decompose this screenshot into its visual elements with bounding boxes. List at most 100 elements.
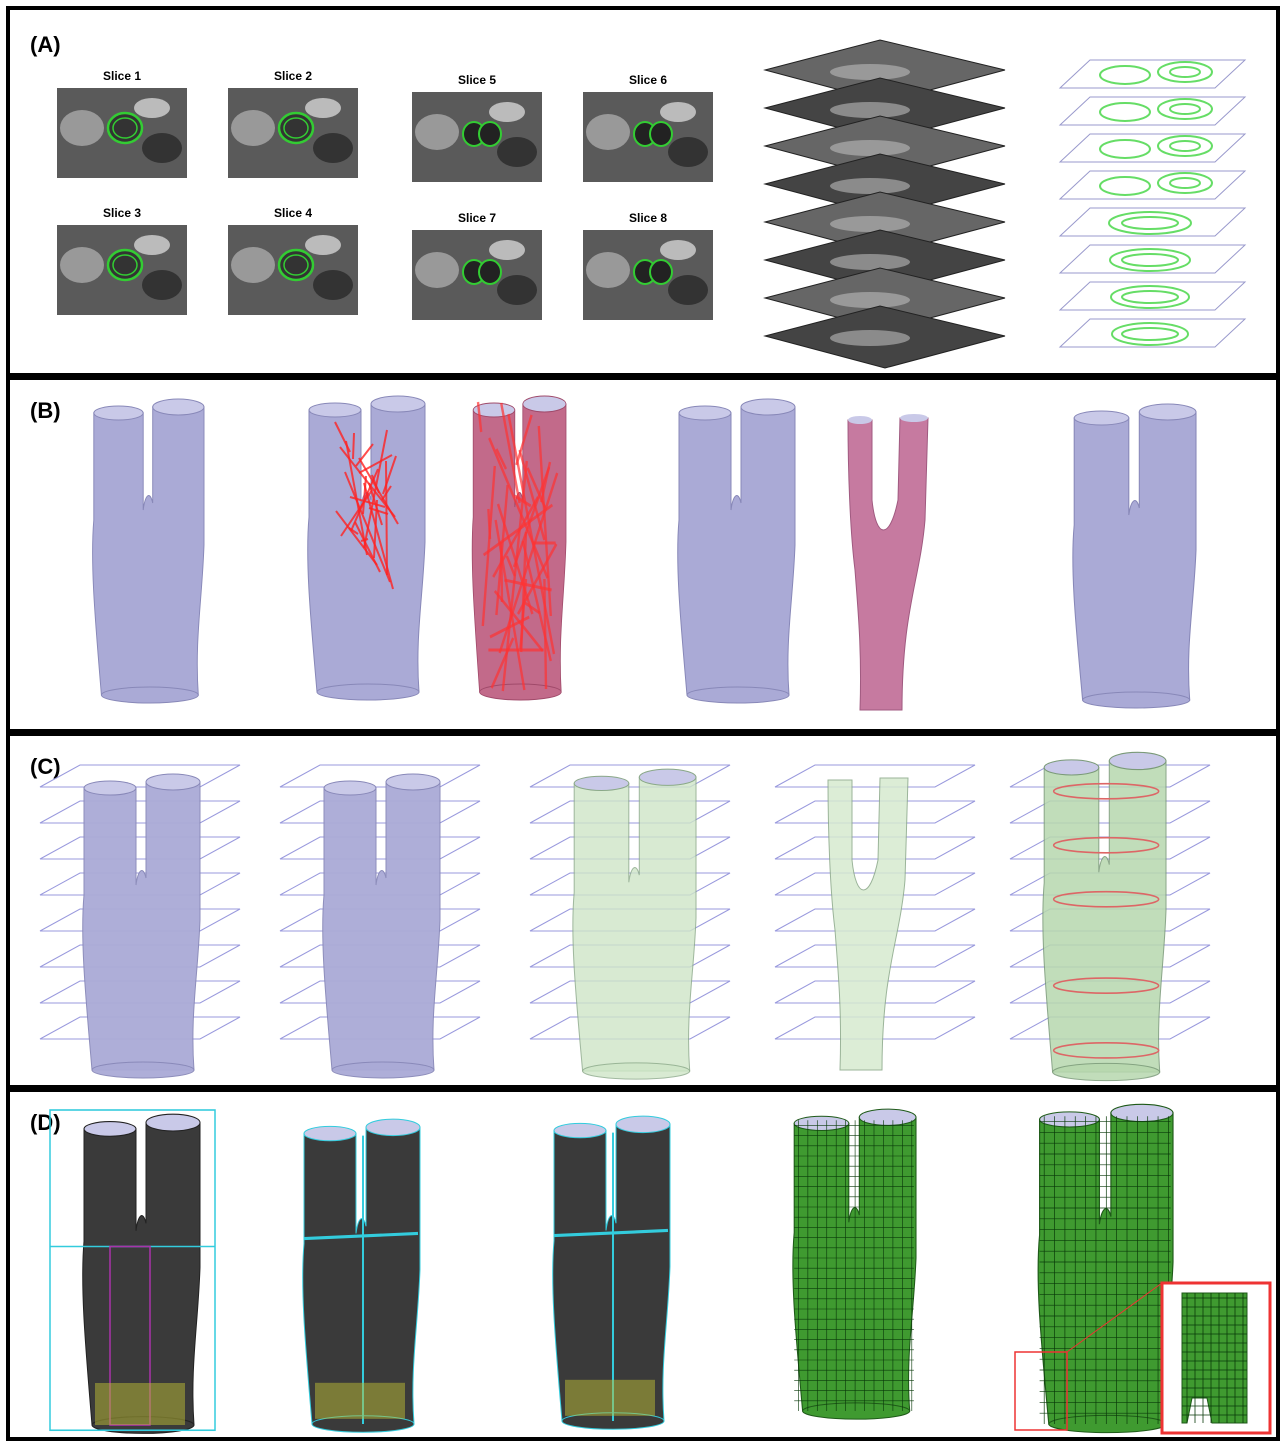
panel-label: (C) [30, 754, 61, 779]
tissue [660, 240, 696, 260]
vessel-end [304, 1126, 356, 1140]
vessel-end [1074, 411, 1129, 425]
error-mark [353, 433, 354, 459]
tissue [489, 102, 525, 122]
tissue [497, 137, 537, 167]
slice-label: Slice 3 [103, 206, 141, 220]
error-mark [386, 461, 387, 575]
vessel-end [1044, 760, 1099, 775]
tissue [305, 98, 341, 118]
slice-image [57, 225, 187, 315]
vessel-end [574, 776, 629, 790]
slice-image [583, 230, 713, 320]
tissue [134, 98, 170, 118]
slice-image [412, 230, 542, 320]
tissue [231, 110, 275, 146]
slice-label: Slice 2 [274, 69, 312, 83]
slice-image [583, 92, 713, 182]
slice-label: Slice 8 [629, 211, 667, 225]
slice-label: Slice 7 [458, 211, 496, 225]
contour [650, 260, 672, 284]
vessel-end [1139, 404, 1196, 420]
vessel-end [84, 1122, 136, 1137]
panel-label: (D) [30, 1110, 61, 1135]
slice-image [228, 225, 358, 315]
tissue [305, 235, 341, 255]
stack-detail [830, 216, 910, 232]
vessel-end [554, 1123, 606, 1137]
vessel-end [616, 1116, 670, 1132]
tissue [313, 133, 353, 163]
tissue [313, 270, 353, 300]
tissue [231, 247, 275, 283]
vessel-end [309, 403, 361, 417]
vessel-end [679, 406, 731, 420]
tissue [497, 275, 537, 305]
tissue [668, 137, 708, 167]
vessel-end [639, 769, 696, 785]
vessel-end [803, 1403, 910, 1419]
error-mark [544, 579, 546, 689]
vessel-end [1053, 1063, 1160, 1080]
vessel-end [366, 1119, 420, 1135]
tissue [60, 110, 104, 146]
vessel-end [1083, 692, 1190, 708]
stack-detail [830, 64, 910, 80]
vessel-end [583, 1063, 690, 1079]
vessel-end [900, 414, 928, 422]
vessel-end [84, 781, 136, 795]
tissue [142, 270, 182, 300]
slice-label: Slice 1 [103, 69, 141, 83]
tissue [415, 252, 459, 288]
vessel-end [94, 406, 143, 420]
vessel-end [794, 1116, 849, 1130]
feature [95, 1383, 185, 1425]
vessel-end [92, 1062, 194, 1078]
stack-detail [830, 330, 910, 346]
panel-label: (B) [30, 398, 61, 423]
slice-label: Slice 4 [274, 206, 312, 220]
tissue [586, 114, 630, 150]
vessel-end [1111, 1104, 1173, 1121]
tissue [668, 275, 708, 305]
tissue [60, 247, 104, 283]
tissue [142, 133, 182, 163]
contour [650, 122, 672, 146]
slice-image [228, 88, 358, 178]
stack-detail [830, 292, 910, 308]
vessel-end [153, 399, 204, 415]
feature [315, 1383, 405, 1419]
contour [479, 260, 501, 284]
slice-image [57, 88, 187, 178]
figure: (A) (B) (C) (D) Slice 1 Slice 2 Slice 5 Sli… [0, 0, 1283, 1443]
tissue [586, 252, 630, 288]
vessel-end [101, 687, 198, 703]
zoom-inset [1162, 1283, 1270, 1433]
vessel-end [848, 416, 872, 424]
vessel-end [386, 774, 440, 790]
vessel-end [146, 1114, 200, 1131]
vessel-end [146, 774, 200, 790]
vessel-end [687, 687, 789, 703]
panel-label: (A) [30, 32, 61, 57]
tissue [489, 240, 525, 260]
slice-label: Slice 6 [629, 73, 667, 87]
vessel-end [523, 396, 566, 412]
vessel-end [317, 684, 419, 700]
vessel-end [859, 1109, 916, 1125]
slice-label: Slice 5 [458, 73, 496, 87]
vessel-end [1040, 1112, 1100, 1127]
vessel-end [332, 1062, 434, 1078]
tissue [134, 235, 170, 255]
vessel-end [741, 399, 795, 415]
page: {"panels": [ {"label": "(A)", "slices": … [0, 0, 1283, 1443]
slice-image [412, 92, 542, 182]
stack-detail [830, 254, 910, 270]
vessel-end [324, 781, 376, 795]
stack-detail [830, 178, 910, 194]
feature [565, 1380, 655, 1416]
contour [479, 122, 501, 146]
error-mark [488, 509, 490, 539]
vessel-end [1109, 752, 1166, 769]
stack-detail [830, 102, 910, 118]
